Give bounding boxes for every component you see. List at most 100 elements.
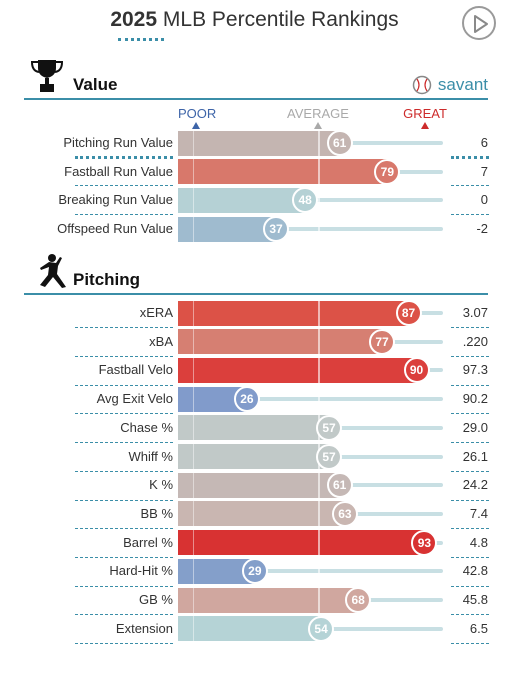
metric-row[interactable]: Barrel % 93 4.8 [0, 529, 509, 556]
row-divider-right [451, 442, 489, 444]
scale-average: AVERAGE [287, 106, 349, 129]
metric-value: 7.4 [469, 505, 488, 521]
percentile-bar [178, 444, 330, 469]
metric-row[interactable]: K % 61 24.2 [0, 472, 509, 499]
savant-logo[interactable]: savant [412, 75, 488, 95]
metric-value: 3.07 [462, 305, 488, 320]
percentile-bubble: 90 [403, 357, 430, 384]
percentile-bubble: 68 [345, 587, 372, 613]
average-line [318, 216, 320, 242]
metric-value: 7 [480, 163, 488, 179]
metric-row[interactable]: Fastball Velo 90 97.3 [0, 357, 509, 384]
percentile-bar [178, 616, 322, 642]
row-divider-left [75, 556, 173, 558]
gridline [193, 472, 194, 498]
section-header-pitching: Pitching [24, 254, 488, 295]
title-text: MLB Percentile Rankings [162, 8, 399, 31]
section-header-value: Value savant [24, 60, 488, 100]
metric-row[interactable]: Fastball Run Value 79 7 [0, 158, 509, 185]
percentile-bubble: 37 [263, 216, 290, 243]
average-line [318, 587, 320, 613]
row-divider-right [451, 499, 489, 501]
row-divider [451, 214, 489, 215]
row-divider-right [451, 556, 489, 558]
percentile-bar [178, 329, 383, 355]
percentile-bar [178, 187, 306, 213]
gridline [193, 444, 194, 469]
percentile-bubble: 48 [292, 187, 319, 214]
row-divider-right [451, 470, 489, 472]
percentile-bar [178, 530, 425, 556]
metric-label: Fastball Run Value [64, 163, 173, 179]
metric-label: GB % [139, 592, 173, 607]
gridline [193, 558, 194, 584]
pitcher-icon [28, 253, 72, 294]
average-line [318, 386, 320, 412]
metric-value: 6.5 [469, 620, 488, 636]
metric-label: Offspeed Run Value [57, 221, 173, 237]
row-divider-right [451, 643, 489, 645]
metric-row[interactable]: Avg Exit Velo 26 90.2 [0, 386, 509, 413]
row-divider-left [75, 470, 173, 472]
row-divider-left [75, 499, 173, 501]
metric-row[interactable]: Chase % 57 29.0 [0, 414, 509, 441]
average-line [318, 187, 320, 213]
metric-value: 97.3 [462, 362, 488, 378]
percentile-bubble: 26 [233, 386, 260, 413]
percentile-bubble: 63 [331, 500, 358, 527]
gridline [193, 159, 194, 185]
gridline [193, 329, 194, 355]
metric-label: Whiff % [128, 448, 173, 464]
percentile-bubble: 79 [374, 158, 401, 185]
metric-row[interactable]: Pitching Run Value 61 6 [0, 130, 509, 156]
row-divider-left [75, 356, 173, 358]
average-line [318, 558, 320, 584]
metric-row[interactable]: Breaking Run Value 48 0 [0, 187, 509, 214]
metric-row[interactable]: Offspeed Run Value 37 -2 [0, 216, 509, 243]
metric-row[interactable]: Hard-Hit % 29 42.8 [0, 558, 509, 585]
savant-label: savant [437, 75, 488, 94]
metric-row[interactable]: xBA 77 .220 [0, 328, 509, 355]
metric-label: Chase % [120, 419, 173, 435]
metric-label: Extension [115, 620, 173, 636]
row-divider-right [451, 327, 489, 329]
poor-marker-icon [192, 122, 200, 129]
metric-row[interactable]: Extension 54 6.5 [0, 615, 509, 642]
gridline [193, 187, 194, 213]
great-marker-icon [421, 122, 429, 129]
value-divider-right [451, 156, 489, 159]
metric-value: 6 [480, 135, 488, 150]
metric-row[interactable]: Whiff % 57 26.1 [0, 443, 509, 470]
row-divider [75, 185, 173, 186]
gridline [193, 530, 194, 556]
row-divider-left [75, 384, 173, 386]
gridline [193, 216, 194, 242]
scale-average-label: AVERAGE [287, 106, 349, 121]
play-button[interactable] [462, 6, 496, 40]
row-divider-right [451, 384, 489, 386]
gridline [193, 501, 194, 527]
average-line [318, 300, 320, 326]
metric-value: 26.1 [462, 448, 488, 464]
title-year: 2025 [110, 8, 158, 31]
metric-value: 42.8 [462, 563, 488, 579]
percentile-bubble: 29 [241, 558, 268, 585]
average-line [318, 472, 320, 498]
metric-value: 29.0 [462, 419, 488, 435]
row-divider-left [75, 327, 173, 329]
average-line [318, 530, 320, 556]
row-divider-right [451, 585, 489, 587]
scale-poor: POOR [178, 106, 216, 129]
row-divider-left [75, 614, 173, 616]
percentile-bar [178, 587, 359, 613]
row-divider-right [451, 413, 489, 415]
row-divider-left [75, 643, 173, 645]
metric-row[interactable]: BB % 63 7.4 [0, 500, 509, 527]
trophy-icon [28, 58, 66, 99]
metric-label: Fastball Velo [98, 362, 173, 378]
section-title: Pitching [73, 270, 141, 289]
metric-row[interactable]: GB % 68 45.8 [0, 587, 509, 613]
metric-row[interactable]: xERA 87 3.07 [0, 300, 509, 326]
average-line [318, 130, 320, 156]
average-line [318, 159, 320, 185]
